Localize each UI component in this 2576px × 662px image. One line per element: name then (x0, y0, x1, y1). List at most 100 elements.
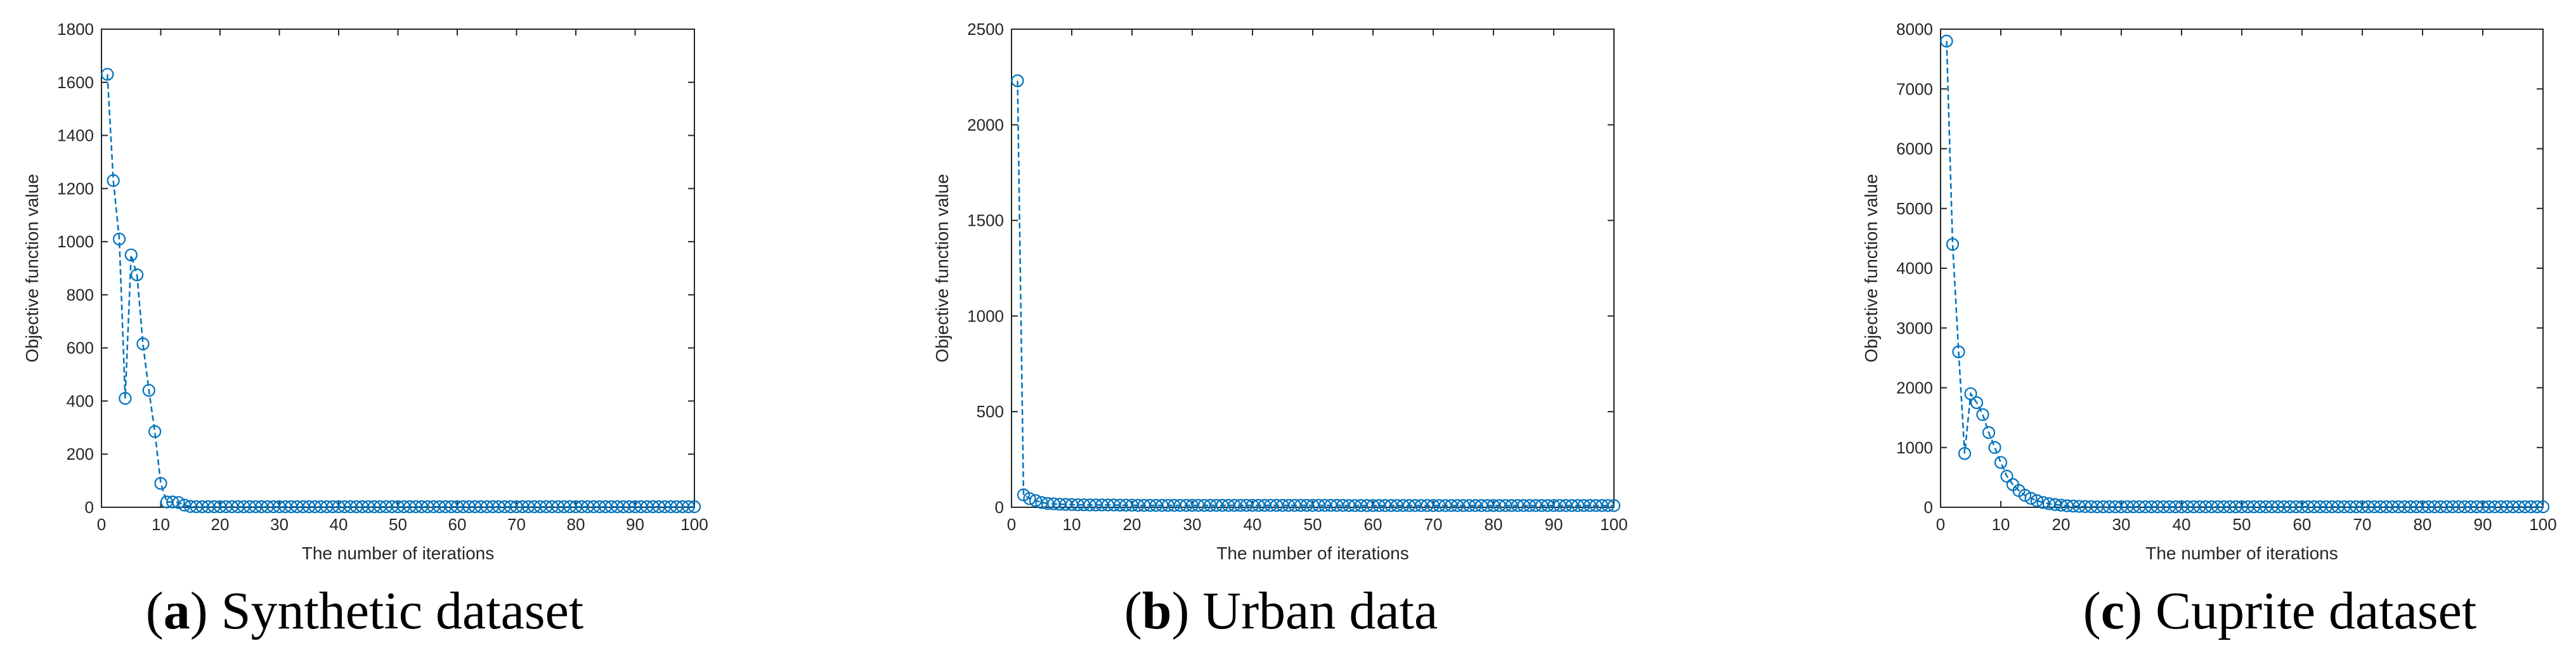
data-point-c-98 (2530, 500, 2544, 514)
data-point-c-9 (1994, 456, 2008, 469)
data-point-c-13 (2018, 489, 2032, 502)
x-tick-label-a-3: 30 (270, 515, 289, 534)
data-point-a-3 (119, 392, 132, 405)
caption-b-text: ) Urban data (1171, 581, 1438, 640)
x-tick-label-a-6: 60 (448, 515, 467, 534)
x-tick-label-b-5: 50 (1304, 515, 1322, 534)
data-point-b-98 (1601, 499, 1615, 512)
x-tick-label-c-6: 60 (2293, 515, 2312, 534)
x-tick-label-b-1: 10 (1063, 515, 1081, 534)
x-tick-label-c-4: 40 (2173, 515, 2191, 534)
x-tick-label-c-2: 20 (2052, 515, 2071, 534)
data-point-c-7 (1982, 426, 1996, 439)
caption-c-text: ) Cuprite dataset (2124, 581, 2477, 640)
y-tick-label-a-4: 800 (67, 285, 94, 304)
x-tick-label-b-10: 100 (1600, 515, 1627, 534)
x-tick-label-b-6: 60 (1364, 515, 1382, 534)
y-tick-label-a-0: 0 (85, 498, 94, 517)
data-point-c-1 (1946, 238, 1960, 251)
caption-a-tag: a (163, 581, 190, 640)
y-tick-label-c-3: 3000 (1896, 318, 1933, 337)
data-point-c-2 (1952, 345, 1965, 359)
x-tick-label-a-2: 20 (211, 515, 230, 534)
chart-a-svg: 0 10 20 30 40 50 60 70 80 90 100020040060080010001… (22, 20, 708, 563)
plot-area-b (1011, 29, 1615, 508)
x-tick-label-b-2: 20 (1123, 515, 1142, 534)
data-point-b-2 (1023, 492, 1036, 505)
data-point-a-8 (148, 425, 162, 438)
data-point-a-6 (136, 337, 150, 351)
y-tick-label-a-3: 600 (67, 339, 94, 358)
data-point-c-16 (2036, 496, 2050, 509)
y-tick-label-b-3: 1500 (967, 211, 1004, 230)
x-tick-label-a-0: 0 (97, 515, 106, 534)
data-point-c-4 (1964, 387, 1977, 401)
caption-a: (a) Synthetic dataset (146, 580, 583, 642)
data-point-a-12 (172, 496, 185, 509)
data-point-a-99 (687, 500, 701, 514)
x-tick-label-c-3: 30 (2112, 515, 2131, 534)
x-tick-label-c-0: 0 (1936, 515, 1945, 534)
x-tick-label-b-7: 70 (1424, 515, 1443, 534)
series-line-a (107, 74, 694, 508)
y-tick-label-a-1: 200 (67, 445, 94, 464)
x-tick-label-a-10: 100 (680, 515, 708, 534)
y-tick-label-c-5: 5000 (1896, 199, 1933, 218)
y-tick-label-a-8: 1600 (57, 73, 94, 92)
x-tick-label-b-4: 40 (1244, 515, 1262, 534)
y-tick-label-a-9: 1800 (57, 20, 94, 39)
series-line-c (1946, 41, 2543, 508)
y-axis-label-a: Objective function value (22, 174, 42, 362)
data-point-c-10 (2000, 469, 2013, 483)
data-point-a-1 (107, 174, 120, 187)
x-tick-label-c-8: 80 (2414, 515, 2432, 534)
data-point-a-4 (124, 248, 138, 262)
x-axis-label-a: The number of iterations (302, 543, 495, 563)
data-point-c-0 (1940, 34, 1953, 48)
series-line-b (1017, 81, 1614, 507)
y-tick-label-c-7: 7000 (1896, 79, 1933, 98)
y-tick-label-c-8: 8000 (1896, 20, 1933, 39)
chart-c-svg: 0 10 20 30 40 50 60 70 80 90 100010002000300040005… (1861, 20, 2557, 563)
x-tick-label-a-9: 90 (626, 515, 644, 534)
data-point-c-99 (2536, 500, 2550, 514)
data-point-c-5 (1970, 396, 1984, 410)
x-tick-label-b-3: 30 (1183, 515, 1202, 534)
data-point-c-18 (2048, 498, 2062, 511)
y-tick-label-b-4: 2000 (967, 115, 1004, 134)
x-tick-label-c-5: 50 (2233, 515, 2251, 534)
x-tick-label-c-7: 70 (2353, 515, 2372, 534)
y-tick-label-c-1: 1000 (1896, 438, 1933, 457)
x-tick-label-a-8: 80 (567, 515, 585, 534)
caption-b-open: ( (1124, 581, 1142, 640)
x-tick-label-a-4: 40 (330, 515, 348, 534)
y-tick-label-c-4: 4000 (1896, 259, 1933, 278)
y-tick-label-b-0: 0 (995, 498, 1004, 517)
plot-area-a (101, 29, 695, 508)
caption-a-text: ) Synthetic dataset (190, 581, 584, 640)
data-point-c-6 (1976, 408, 1989, 422)
caption-c: (c) Cuprite dataset (2083, 580, 2476, 642)
data-point-c-3 (1958, 447, 1972, 460)
y-tick-label-a-6: 1200 (57, 179, 94, 198)
plot-area-c (1940, 29, 2544, 508)
y-tick-label-c-2: 2000 (1896, 379, 1933, 398)
data-point-c-14 (2024, 491, 2038, 505)
chart-panel-b: 0 10 20 30 40 50 60 70 80 90 100 0 500 1000 1500 2000 25… (888, 0, 1687, 571)
y-axis-label-b: Objective function value (932, 174, 952, 362)
data-point-a-0 (101, 68, 114, 81)
x-tick-label-c-1: 10 (1992, 515, 2010, 534)
y-tick-label-a-2: 400 (67, 391, 94, 410)
data-point-b-3 (1029, 494, 1043, 507)
y-tick-label-a-5: 1000 (57, 232, 94, 251)
caption-b: (b) Urban data (1124, 580, 1438, 642)
caption-a-open: ( (145, 581, 164, 640)
x-tick-label-a-5: 50 (389, 515, 407, 534)
x-axis-label-b: The number of iterations (1216, 543, 1409, 563)
x-tick-label-c-9: 90 (2474, 515, 2492, 534)
data-point-a-5 (131, 268, 144, 282)
data-point-c-15 (2030, 494, 2044, 507)
data-point-a-98 (682, 500, 695, 514)
chart-panel-c: 0 10 20 30 40 50 60 70 80 90 100 0 1000 2000 3000 4000 5… (1814, 0, 2575, 571)
x-tick-label-c-10: 100 (2529, 515, 2556, 534)
